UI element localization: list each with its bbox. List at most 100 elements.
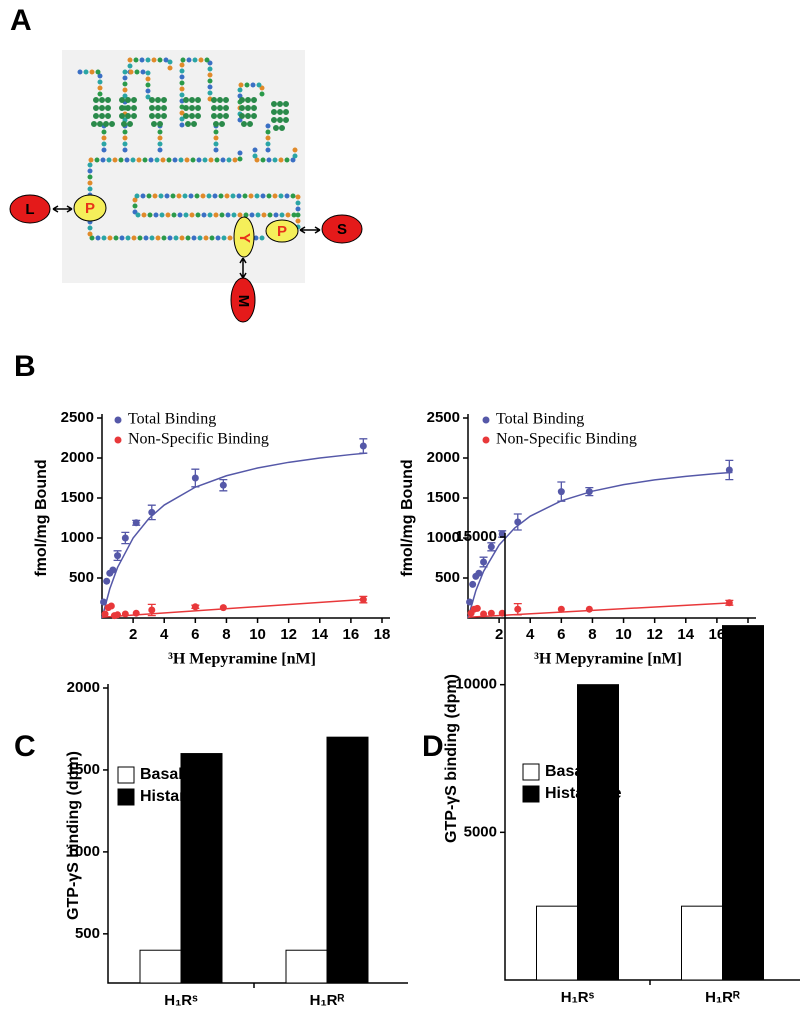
data-point bbox=[359, 442, 367, 450]
fit-line bbox=[101, 598, 367, 618]
x-tick-label: 12 bbox=[280, 626, 297, 643]
y-tick-label: 10000 bbox=[455, 676, 497, 693]
fit-line bbox=[467, 471, 733, 619]
y-tick-label: 500 bbox=[75, 925, 100, 942]
y-tick-label: 1000 bbox=[67, 843, 100, 860]
data-point bbox=[557, 605, 565, 613]
y-tick-label: 1500 bbox=[67, 761, 100, 778]
legend-label: Histamine bbox=[545, 785, 622, 802]
x-tick-label: 6 bbox=[191, 626, 199, 643]
bar bbox=[681, 905, 723, 981]
bar bbox=[722, 625, 764, 981]
node-label: S bbox=[337, 221, 347, 238]
x-tick-label: 16 bbox=[709, 626, 726, 643]
site-node bbox=[73, 194, 107, 222]
data-point bbox=[514, 605, 522, 613]
x-tick-label: 8 bbox=[222, 626, 230, 643]
bar bbox=[326, 736, 369, 984]
data-point bbox=[514, 518, 522, 526]
data-point bbox=[191, 474, 199, 482]
data-point bbox=[148, 508, 156, 516]
data-point bbox=[585, 488, 593, 496]
node-label: L bbox=[25, 201, 34, 218]
panel-label: C bbox=[14, 730, 36, 763]
x-axis-label: ³H Mepyramine [nM] bbox=[168, 651, 316, 668]
data-point bbox=[132, 609, 140, 617]
receptor-diagram: L P Y P S M bbox=[9, 50, 363, 323]
x-tick-label: 14 bbox=[311, 626, 328, 643]
site-node bbox=[265, 219, 299, 243]
y-tick-label: 2500 bbox=[427, 409, 460, 426]
bar bbox=[139, 949, 182, 984]
data-point bbox=[191, 603, 199, 611]
data-point bbox=[480, 558, 488, 566]
data-point bbox=[725, 599, 733, 607]
x-axis-label: ³H Mepyramine [nM] bbox=[534, 651, 682, 668]
data-point bbox=[109, 566, 117, 574]
site-node bbox=[233, 216, 255, 258]
x-tick-label: 16 bbox=[343, 626, 360, 643]
data-point bbox=[466, 598, 474, 606]
y-axis-label: fmol/mg Bound bbox=[399, 459, 416, 576]
legend-label: Non-Specific Binding bbox=[128, 431, 269, 448]
panel-label: D bbox=[422, 730, 444, 763]
legend-marker bbox=[117, 766, 135, 784]
data-point bbox=[469, 580, 477, 588]
x-tick-label: 4 bbox=[526, 626, 535, 643]
fit-line bbox=[467, 602, 733, 618]
legend-marker bbox=[114, 416, 122, 424]
panel-label: A bbox=[10, 4, 32, 37]
data-point bbox=[585, 605, 593, 613]
data-point bbox=[480, 610, 488, 618]
ligand-node bbox=[230, 277, 256, 323]
bar bbox=[536, 905, 578, 981]
x-tick-label: 14 bbox=[677, 626, 694, 643]
fit-line bbox=[101, 452, 367, 619]
data-point bbox=[114, 552, 122, 560]
data-point bbox=[101, 610, 109, 618]
node-label: Y bbox=[236, 233, 253, 243]
bar bbox=[285, 949, 328, 984]
legend-marker bbox=[482, 416, 490, 424]
legend-label: Basal bbox=[140, 766, 183, 783]
y-tick-label: 2000 bbox=[427, 449, 460, 466]
y-axis-label: fmol/mg Bound bbox=[33, 459, 50, 576]
data-point bbox=[475, 569, 483, 577]
data-point bbox=[132, 519, 140, 527]
node-label: M bbox=[235, 295, 252, 308]
node-label: P bbox=[85, 200, 95, 217]
x-tick-label: H₁Rˢ bbox=[164, 992, 198, 1009]
legend-marker bbox=[117, 788, 135, 806]
x-tick-label: H₁Rᴿ bbox=[705, 989, 740, 1006]
x-tick-label: 18 bbox=[374, 626, 391, 643]
x-tick-label: 2 bbox=[495, 626, 503, 643]
legend-label: Histamine bbox=[140, 788, 217, 805]
legend-marker bbox=[114, 436, 122, 444]
data-point bbox=[121, 610, 129, 618]
x-tick-label: H₁Rᴿ bbox=[310, 992, 345, 1009]
arrows bbox=[52, 205, 321, 279]
legend-label: Non-Specific Binding bbox=[496, 431, 637, 448]
x-tick-label: H₁Rˢ bbox=[561, 989, 595, 1006]
x-tick-label: 10 bbox=[249, 626, 266, 643]
ligand-node bbox=[321, 214, 363, 244]
data-point bbox=[557, 488, 565, 496]
bar bbox=[577, 684, 619, 981]
y-axis-label: GTP-γS binding (dpm) bbox=[443, 674, 460, 843]
data-point bbox=[498, 609, 506, 617]
y-tick-label: 1500 bbox=[61, 489, 94, 506]
x-tick-label: 6 bbox=[557, 626, 565, 643]
legend-label: Total Binding bbox=[496, 411, 584, 428]
node-label: P bbox=[277, 223, 287, 240]
data-point bbox=[148, 606, 156, 614]
data-point bbox=[100, 598, 108, 606]
ligand-node bbox=[9, 194, 51, 224]
data-point bbox=[114, 611, 122, 619]
data-point bbox=[498, 530, 506, 538]
data-point bbox=[487, 543, 495, 551]
y-tick-label: 2000 bbox=[61, 449, 94, 466]
legend-label: Basal bbox=[545, 763, 588, 780]
x-tick-label: 8 bbox=[588, 626, 596, 643]
y-tick-label: 500 bbox=[435, 569, 460, 586]
